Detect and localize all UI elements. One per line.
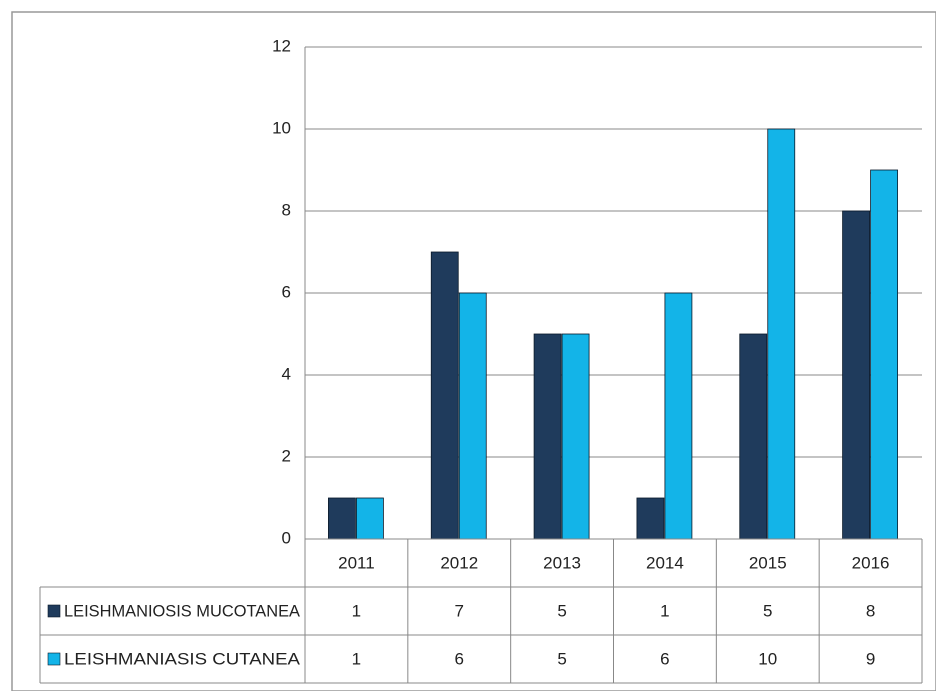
- table-value: 5: [557, 649, 566, 668]
- table-value: 6: [455, 649, 464, 668]
- bar: [636, 497, 665, 540]
- bar: [561, 333, 590, 540]
- table-value: 7: [455, 601, 464, 620]
- bar: [458, 292, 487, 540]
- y-tick-label: 8: [282, 200, 291, 219]
- bar: [767, 128, 796, 540]
- bar: [430, 251, 459, 540]
- legend-key: [47, 604, 61, 618]
- table-value: 1: [352, 649, 361, 668]
- y-tick-label: 10: [272, 118, 291, 137]
- y-tick-label: 6: [282, 282, 291, 301]
- bar: [533, 333, 562, 540]
- bar: [870, 169, 898, 540]
- table-value: 6: [660, 649, 669, 668]
- y-tick-label: 2: [282, 446, 291, 465]
- bar: [356, 497, 384, 540]
- table-value: 8: [866, 601, 875, 620]
- table-value: 1: [352, 601, 361, 620]
- x-tick-label: 2011: [338, 553, 375, 572]
- bar: [328, 497, 356, 540]
- legend-label: LEISHMANIASIS CUTANEA: [64, 649, 301, 668]
- legend-label: LEISHMANIOSIS MUCOTANEA: [64, 601, 301, 620]
- y-tick-label: 12: [272, 36, 291, 55]
- x-tick-label: 2014: [646, 553, 684, 572]
- table-value: 5: [557, 601, 566, 620]
- legend-key: [47, 652, 61, 666]
- bar: [739, 333, 768, 540]
- table-value: 1: [660, 601, 669, 620]
- y-tick-label: 0: [282, 528, 291, 547]
- table-value: 9: [866, 649, 875, 668]
- bar: [664, 292, 693, 540]
- y-tick-label: 4: [282, 364, 291, 383]
- bar: [842, 210, 870, 540]
- x-tick-label: 2015: [749, 553, 787, 572]
- table-value: 10: [758, 649, 777, 668]
- x-tick-label: 2016: [852, 553, 890, 572]
- table-value: 5: [763, 601, 772, 620]
- x-tick-label: 2012: [440, 553, 478, 572]
- x-tick-label: 2013: [543, 553, 581, 572]
